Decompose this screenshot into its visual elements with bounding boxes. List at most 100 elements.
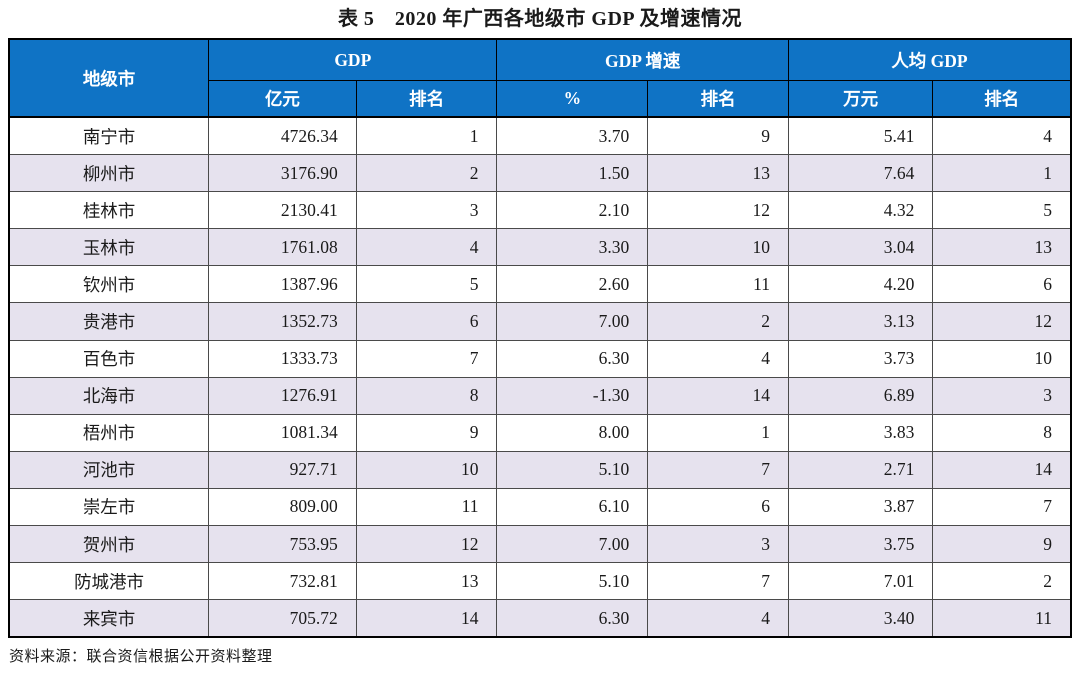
value-cell: 10	[355, 450, 498, 489]
subheader-growth-rank: 排名	[647, 80, 789, 118]
value-cell: 9	[355, 413, 498, 452]
city-name-cell: 柳州市	[8, 154, 210, 193]
subheader-gdp-rank: 排名	[355, 80, 498, 118]
value-cell: 7	[647, 562, 789, 601]
value-cell: 13	[932, 228, 1072, 267]
value-cell: 3.30	[496, 228, 649, 267]
city-name-cell: 来宾市	[8, 599, 210, 639]
value-cell: 10	[932, 339, 1072, 378]
value-cell: 3	[647, 525, 789, 564]
value-cell: 5.10	[496, 562, 649, 601]
table-row: 玉林市 1761.08 4 3.30 10 3.04 13	[8, 228, 1072, 267]
value-cell: 4	[647, 599, 789, 639]
value-cell: 1	[647, 413, 789, 452]
value-cell: 3.04	[787, 228, 934, 267]
value-cell: 732.81	[208, 562, 357, 601]
value-cell: 2	[647, 302, 789, 341]
table-row: 柳州市 3176.90 2 1.50 13 7.64 1	[8, 154, 1072, 193]
table-row: 防城港市 732.81 13 5.10 7 7.01 2	[8, 562, 1072, 601]
value-cell: 13	[355, 562, 498, 601]
value-cell: 927.71	[208, 450, 357, 489]
value-cell: 1.50	[496, 154, 649, 193]
value-cell: 2	[932, 562, 1072, 601]
value-cell: 1761.08	[208, 228, 357, 267]
value-cell: 753.95	[208, 525, 357, 564]
value-cell: 6	[355, 302, 498, 341]
city-name-cell: 崇左市	[8, 487, 210, 527]
value-cell: 7.64	[787, 154, 934, 193]
value-cell: 12	[355, 525, 498, 564]
value-cell: 2.10	[496, 191, 649, 230]
gdp-table: 地级市 GDP GDP 增速 人均 GDP 亿元 排名 % 排名 万元 排名 南…	[8, 38, 1072, 639]
table-row: 贺州市 753.95 12 7.00 3 3.75 9	[8, 525, 1072, 564]
value-cell: 5	[932, 191, 1072, 230]
city-name-cell: 玉林市	[8, 228, 210, 267]
header-gdp-per-capita: 人均 GDP	[787, 38, 1072, 81]
value-cell: 11	[355, 487, 498, 527]
value-cell: 3176.90	[208, 154, 357, 193]
city-name-cell: 防城港市	[8, 562, 210, 601]
value-cell: 7	[647, 450, 789, 489]
value-cell: 7.01	[787, 562, 934, 601]
subheader-gdp-unit: 亿元	[208, 80, 357, 118]
value-cell: 3.87	[787, 487, 934, 527]
header-group-row: 地级市 GDP GDP 增速 人均 GDP	[8, 38, 1072, 118]
city-name-cell: 百色市	[8, 339, 210, 378]
value-cell: 10	[647, 228, 789, 267]
value-cell: 3.40	[787, 599, 934, 639]
value-cell: -1.30	[496, 376, 649, 415]
value-cell: 3.73	[787, 339, 934, 378]
table-row: 贵港市 1352.73 6 7.00 2 3.13 12	[8, 302, 1072, 341]
table-row: 河池市 927.71 10 5.10 7 2.71 14	[8, 450, 1072, 489]
city-name-cell: 梧州市	[8, 413, 210, 452]
subheader-growth-unit: %	[496, 80, 649, 118]
value-cell: 11	[647, 265, 789, 304]
table-row: 南宁市 4726.34 1 3.70 9 5.41 4	[8, 116, 1072, 156]
header-gdp: GDP	[208, 38, 498, 81]
value-cell: 9	[647, 116, 789, 156]
value-cell: 4	[932, 116, 1072, 156]
city-name-cell: 北海市	[8, 376, 210, 415]
city-name-cell: 贵港市	[8, 302, 210, 341]
value-cell: 809.00	[208, 487, 357, 527]
value-cell: 6.30	[496, 339, 649, 378]
value-cell: 3	[355, 191, 498, 230]
value-cell: 2	[355, 154, 498, 193]
value-cell: 5	[355, 265, 498, 304]
value-cell: 1	[355, 116, 498, 156]
value-cell: 2130.41	[208, 191, 357, 230]
value-cell: 7.00	[496, 302, 649, 341]
table-row: 桂林市 2130.41 3 2.10 12 4.32 5	[8, 191, 1072, 230]
header-city: 地级市	[8, 38, 210, 118]
value-cell: 5.10	[496, 450, 649, 489]
table-row: 梧州市 1081.34 9 8.00 1 3.83 8	[8, 413, 1072, 452]
value-cell: 12	[932, 302, 1072, 341]
table-body: 南宁市 4726.34 1 3.70 9 5.41 4 柳州市 3176.90 2 1.50 13 7.…	[8, 116, 1072, 639]
value-cell: 3.83	[787, 413, 934, 452]
value-cell: 4	[647, 339, 789, 378]
value-cell: 1352.73	[208, 302, 357, 341]
value-cell: 1387.96	[208, 265, 357, 304]
subheader-percap-unit: 万元	[787, 80, 934, 118]
value-cell: 13	[647, 154, 789, 193]
city-name-cell: 南宁市	[8, 116, 210, 156]
city-name-cell: 贺州市	[8, 525, 210, 564]
value-cell: 6.10	[496, 487, 649, 527]
header-gdp-growth: GDP 增速	[496, 38, 789, 81]
value-cell: 8	[932, 413, 1072, 452]
city-name-cell: 河池市	[8, 450, 210, 489]
value-cell: 14	[932, 450, 1072, 489]
value-cell: 14	[355, 599, 498, 639]
value-cell: 9	[932, 525, 1072, 564]
table-row: 崇左市 809.00 11 6.10 6 3.87 7	[8, 487, 1072, 527]
value-cell: 12	[647, 191, 789, 230]
table-row: 来宾市 705.72 14 6.30 4 3.40 11	[8, 599, 1072, 639]
value-cell: 4.32	[787, 191, 934, 230]
value-cell: 4	[355, 228, 498, 267]
value-cell: 7	[355, 339, 498, 378]
value-cell: 1276.91	[208, 376, 357, 415]
value-cell: 3.70	[496, 116, 649, 156]
value-cell: 6	[647, 487, 789, 527]
value-cell: 705.72	[208, 599, 357, 639]
value-cell: 2.60	[496, 265, 649, 304]
